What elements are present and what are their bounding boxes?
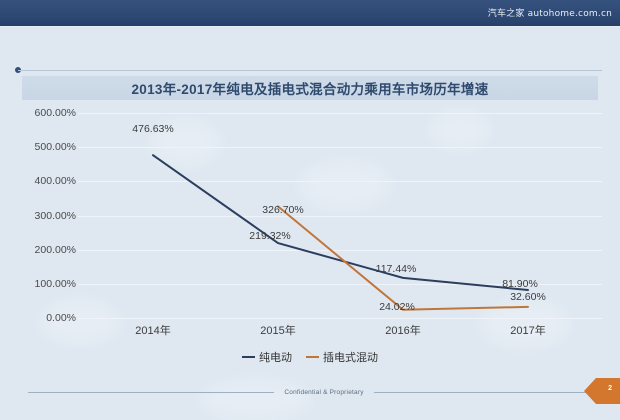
data-label-phev-2016: 24.02% — [379, 301, 415, 313]
gridline — [78, 215, 602, 217]
data-label-bev-2017: 81.90% — [502, 278, 538, 290]
confidentiality-note: Confidential & Proprietary — [284, 388, 364, 396]
y-axis: 600.00% 500.00% 400.00% 300.00% 200.00% … — [0, 107, 76, 324]
gridline — [78, 283, 602, 285]
gridline — [78, 147, 602, 149]
slide-footer: Confidential & Proprietary — [0, 385, 620, 399]
watermark-autohome: 汽车之家 autohome.com.cn — [487, 9, 612, 19]
gridline — [78, 181, 602, 183]
line-series-phev — [277, 205, 529, 311]
chart-legend: 纯电动 插电式混动 — [0, 349, 620, 365]
x-tick-label: 2014年 — [135, 325, 171, 337]
page-title-band: 2013年-2017年纯电及插电式混合动力乘用车市场历年增速 — [22, 76, 598, 100]
gridline — [78, 113, 602, 114]
y-tick-label: 100.00% — [34, 277, 76, 290]
title-divider — [18, 70, 602, 71]
line-series-bev — [152, 154, 529, 292]
data-label-bev-2014: 476.63% — [132, 123, 174, 135]
y-tick-label: 200.00% — [34, 243, 76, 256]
page-title: 2013年-2017年纯电及插电式混合动力乘用车市场历年增速 — [131, 82, 489, 97]
gridline — [78, 318, 602, 319]
series-lines — [152, 154, 529, 311]
legend-swatch-bev-icon — [242, 355, 255, 359]
data-label-phev-2017: 32.60% — [510, 291, 546, 303]
data-label-phev-2015: 326.70% — [262, 204, 304, 216]
page-number: 2 — [608, 385, 612, 392]
legend-item-phev[interactable]: 插电式混动 — [306, 349, 378, 365]
top-banner — [0, 0, 620, 26]
footer-divider-right — [373, 391, 620, 393]
y-tick-label: 300.00% — [34, 209, 76, 222]
x-axis: 2014年 2015年 2016年 2017年 — [78, 322, 602, 342]
legend-label-bev: 纯电动 — [259, 352, 292, 364]
chart-container: 600.00% 500.00% 400.00% 300.00% 200.00% … — [0, 104, 620, 354]
data-label-bev-2016: 117.44% — [375, 263, 417, 275]
y-tick-label: 600.00% — [34, 107, 76, 119]
legend-item-bev[interactable]: 纯电动 — [242, 349, 292, 365]
x-tick-label: 2016年 — [385, 325, 421, 337]
y-tick-label: 0.00% — [46, 312, 76, 324]
legend-label-phev: 插电式混动 — [323, 352, 378, 364]
y-tick-label: 400.00% — [34, 175, 76, 188]
y-tick-label: 500.00% — [34, 141, 76, 154]
x-tick-label: 2017年 — [510, 325, 546, 337]
page-number-chevron-icon — [584, 378, 620, 404]
footer-divider-left — [28, 391, 275, 393]
data-label-bev-2015: 219.32% — [249, 230, 291, 242]
legend-swatch-phev-icon — [306, 355, 319, 359]
gridline — [78, 249, 602, 251]
plot-area: 476.63% 219.32% 117.44% 81.90% 326.70% 2… — [78, 113, 602, 319]
x-tick-label: 2015年 — [260, 325, 296, 337]
